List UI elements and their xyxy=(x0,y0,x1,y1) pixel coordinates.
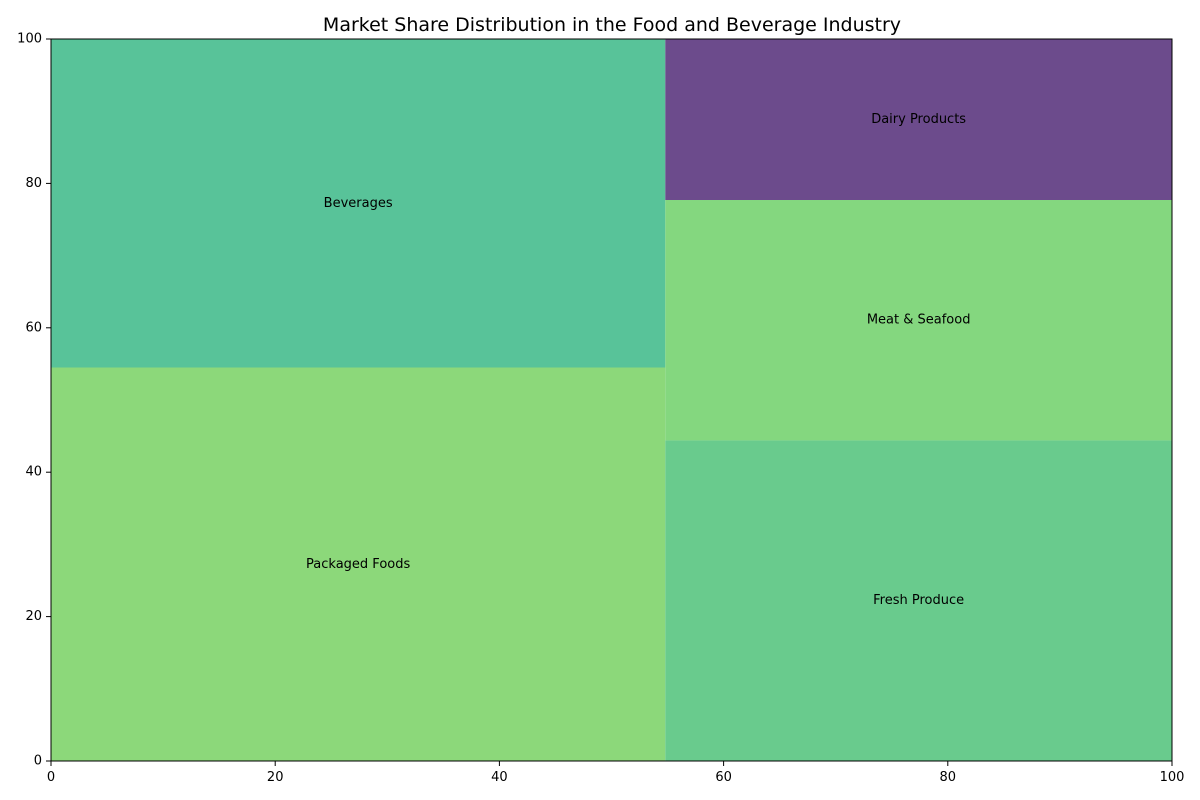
y-axis: 0 20 40 60 80 100 xyxy=(17,32,51,769)
plot-frame xyxy=(50,38,1173,762)
treemap-label-meat-seafood: Meat & Seafood xyxy=(867,313,971,328)
x-tick-label: 100 xyxy=(1160,770,1185,785)
x-tick-label: 40 xyxy=(491,770,508,785)
y-tick-label: 40 xyxy=(25,465,42,480)
treemap-rect-fresh-produce xyxy=(665,440,1172,761)
x-tick-label: 20 xyxy=(267,770,284,785)
treemap-label-beverages: Beverages xyxy=(324,196,393,211)
treemap-rect-dairy-products xyxy=(665,39,1172,201)
treemap-label-dairy-products: Dairy Products xyxy=(871,112,966,127)
x-axis: 0 20 40 60 80 100 xyxy=(47,761,1185,785)
y-tick-label: 0 xyxy=(34,754,42,769)
y-tick-label: 60 xyxy=(25,320,42,335)
treemap-rect-beverages xyxy=(51,39,666,368)
x-tick-label: 80 xyxy=(940,770,957,785)
treemap-label-packaged-foods: Packaged Foods xyxy=(306,557,410,572)
treemap-labels: Packaged Foods Beverages Fresh Produce Meat… xyxy=(306,112,970,608)
x-tick-label: 60 xyxy=(715,770,732,785)
treemap-rect-meat-seafood xyxy=(665,200,1172,441)
y-tick-label: 80 xyxy=(25,176,42,191)
y-tick-label: 100 xyxy=(17,32,42,47)
treemap-label-fresh-produce: Fresh Produce xyxy=(873,593,964,608)
y-tick-label: 20 xyxy=(25,609,42,624)
treemap-rect-packaged-foods xyxy=(51,367,666,761)
x-tick-label: 0 xyxy=(47,770,55,785)
treemap-rectangles xyxy=(51,39,1172,761)
chart-title: Market Share Distribution in the Food an… xyxy=(323,14,901,36)
